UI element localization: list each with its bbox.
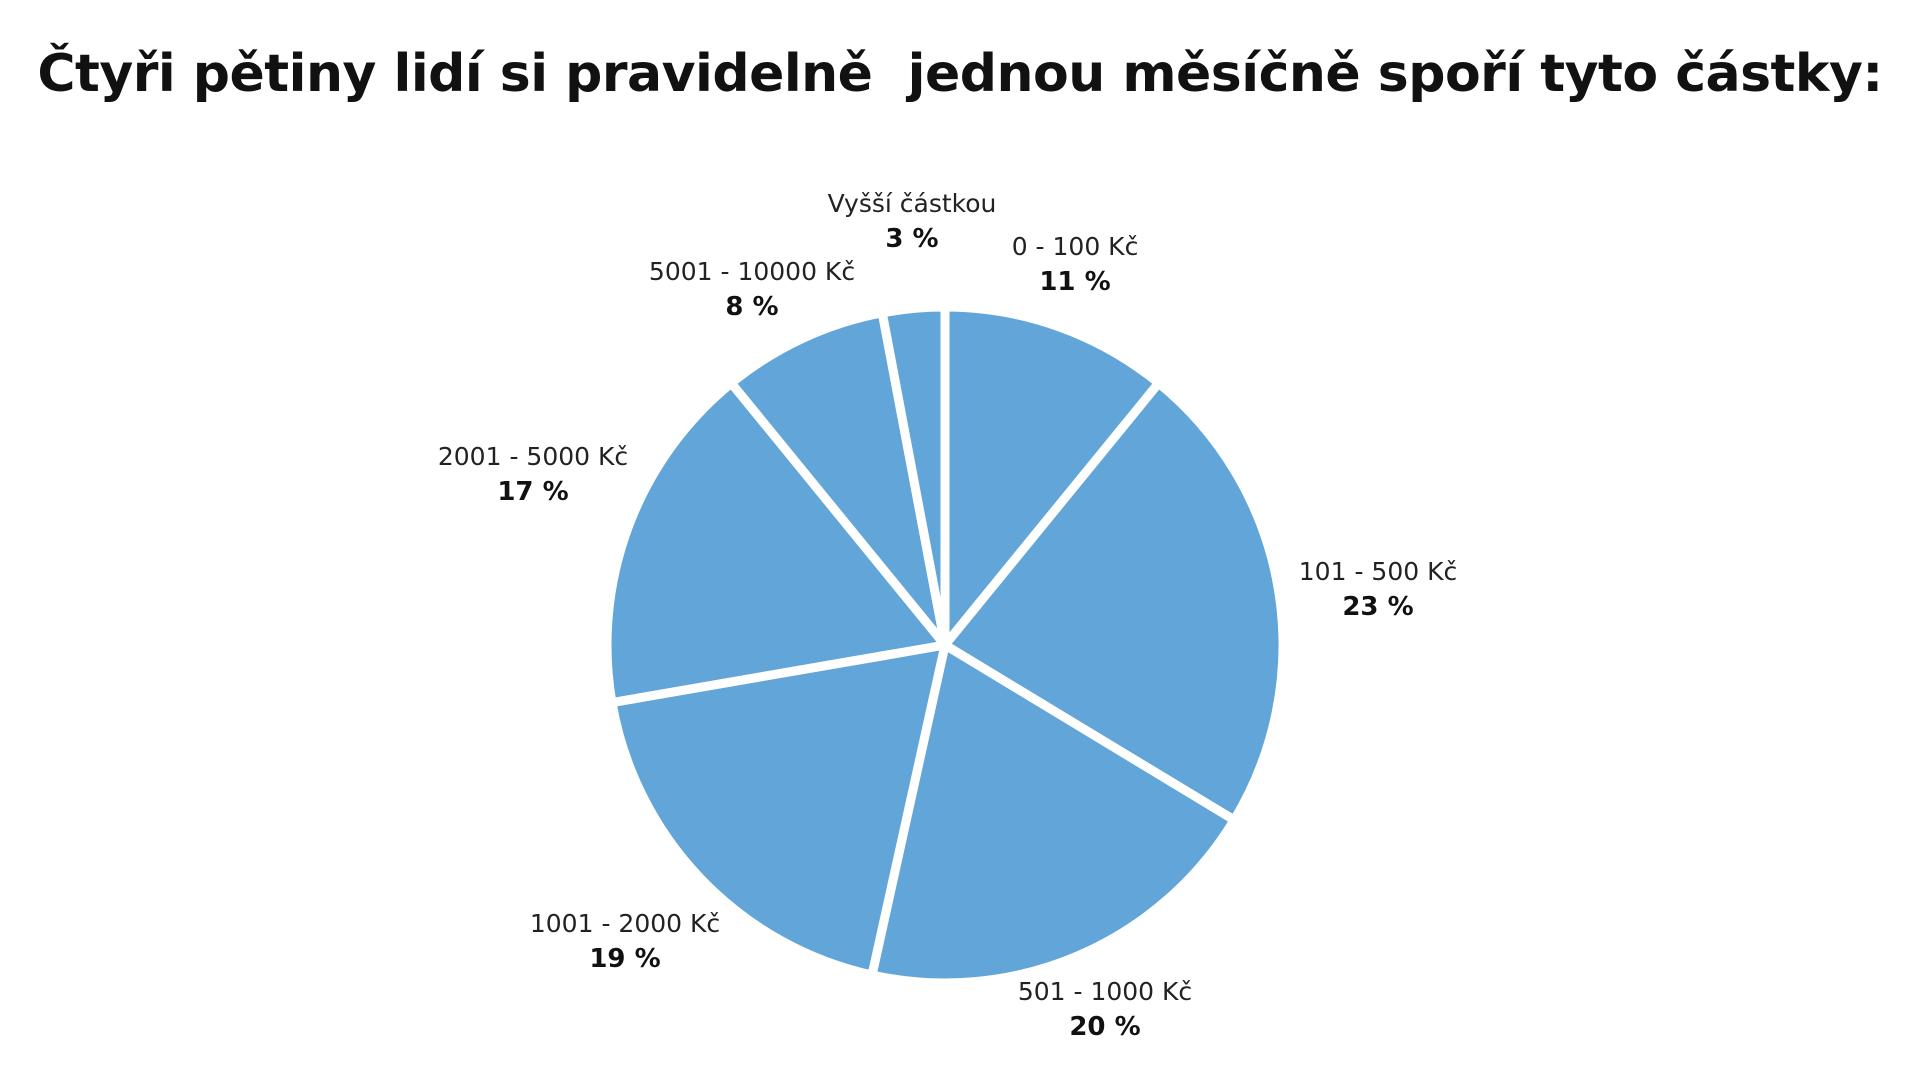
slice-label-7: Vyšší částkou — [828, 189, 997, 218]
slice-value-5: 17 % — [497, 477, 568, 507]
slice-label-5: 2001 - 5000 Kč — [438, 442, 628, 471]
slice-label-4: 1001 - 2000 Kč — [530, 909, 720, 938]
pie-slice-3 — [866, 637, 1241, 988]
pie-slice-6 — [725, 307, 950, 648]
slice-value-6: 8 % — [725, 292, 778, 322]
pie-slices — [602, 302, 1288, 988]
slice-value-7: 3 % — [885, 224, 938, 254]
slice-value-2: 23 % — [1342, 592, 1413, 622]
pie-slice-4 — [606, 639, 951, 981]
slice-value-1: 11 % — [1039, 267, 1110, 297]
pie-labels: 0 - 100 Kč 11 % 101 - 500 Kč 23 % 501 - 1000… — [438, 189, 1457, 1042]
pie-slice-2 — [938, 376, 1288, 827]
slice-label-3: 501 - 1000 Kč — [1018, 977, 1192, 1006]
slice-label-2: 101 - 500 Kč — [1299, 557, 1457, 586]
pie-slice-5 — [602, 376, 954, 708]
chart-title: Čtyři pětiny lidí si pravidelně jednou m… — [37, 44, 1883, 104]
slice-label-6: 5001 - 10000 Kč — [649, 257, 855, 286]
slice-value-4: 19 % — [589, 944, 660, 974]
pie-slice-1 — [940, 302, 1165, 658]
slice-value-3: 20 % — [1069, 1012, 1140, 1042]
pie-slice-7 — [877, 302, 950, 646]
slice-label-1: 0 - 100 Kč — [1012, 232, 1139, 261]
